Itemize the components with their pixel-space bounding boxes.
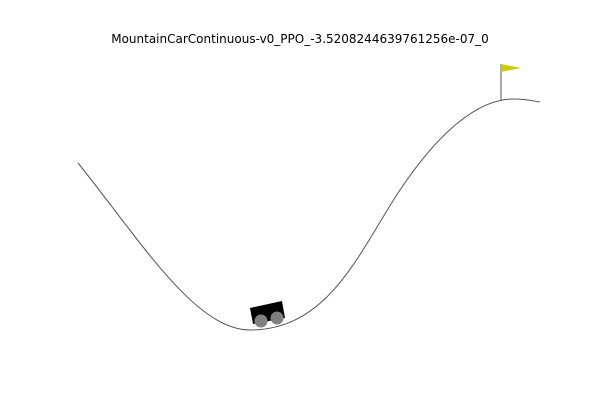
car-front-wheel: [270, 311, 284, 325]
environment-title: MountainCarContinuous-v0_PPO_-3.52082446…: [111, 32, 489, 46]
goal-flag-icon: [500, 64, 521, 101]
car-rear-wheel: [254, 314, 268, 328]
mountain-car-icon: [250, 301, 285, 328]
mountain-track: [77, 98, 541, 331]
flag: [501, 64, 521, 72]
